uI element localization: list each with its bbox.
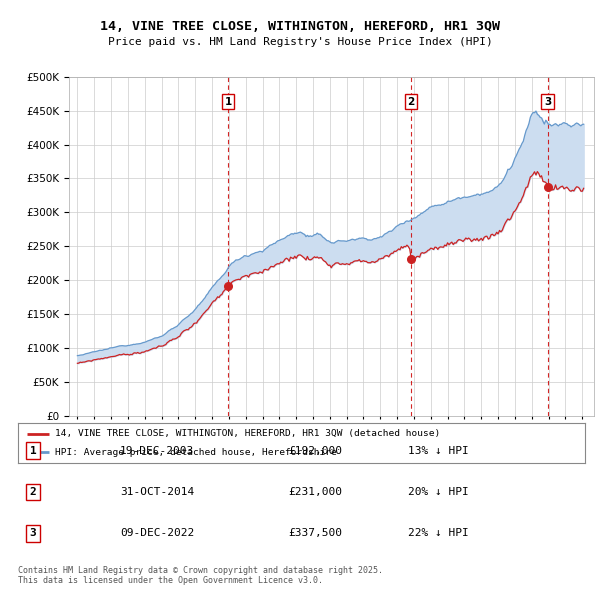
Text: £231,000: £231,000 [288,487,342,497]
Text: 20% ↓ HPI: 20% ↓ HPI [408,487,469,497]
Text: 1: 1 [29,446,37,455]
Text: 14, VINE TREE CLOSE, WITHINGTON, HEREFORD, HR1 3QW: 14, VINE TREE CLOSE, WITHINGTON, HEREFOR… [100,20,500,33]
Text: 13% ↓ HPI: 13% ↓ HPI [408,446,469,455]
Text: Price paid vs. HM Land Registry's House Price Index (HPI): Price paid vs. HM Land Registry's House … [107,38,493,47]
Text: HPI: Average price, detached house, Herefordshire: HPI: Average price, detached house, Here… [55,448,337,457]
Text: 14, VINE TREE CLOSE, WITHINGTON, HEREFORD, HR1 3QW (detached house): 14, VINE TREE CLOSE, WITHINGTON, HEREFOR… [55,430,440,438]
Text: Contains HM Land Registry data © Crown copyright and database right 2025.
This d: Contains HM Land Registry data © Crown c… [18,566,383,585]
Text: £192,000: £192,000 [288,446,342,455]
Text: 3: 3 [544,97,551,107]
Text: 2: 2 [29,487,37,497]
Text: £337,500: £337,500 [288,529,342,538]
Text: 31-OCT-2014: 31-OCT-2014 [120,487,194,497]
Text: 2: 2 [407,97,415,107]
Text: 22% ↓ HPI: 22% ↓ HPI [408,529,469,538]
Text: 3: 3 [29,529,37,538]
Text: 19-DEC-2003: 19-DEC-2003 [120,446,194,455]
Text: 1: 1 [224,97,232,107]
Text: 09-DEC-2022: 09-DEC-2022 [120,529,194,538]
